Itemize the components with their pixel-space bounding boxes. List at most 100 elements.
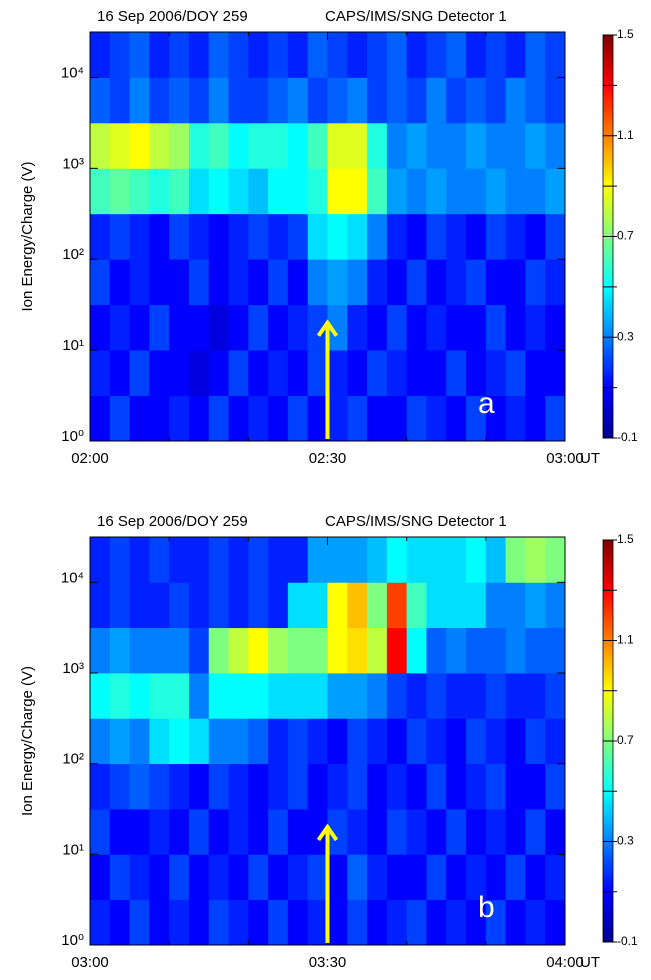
heatmap-cell [129,854,150,901]
heatmap-cell [169,395,190,442]
heatmap-cell [228,582,249,629]
heatmap-cell [525,627,546,674]
heatmap-cell [446,537,467,583]
heatmap-cell [228,899,249,946]
colorbar-tick-label: 1.1 [617,128,634,142]
heatmap-cell [208,537,229,583]
heatmap-cell [386,213,408,260]
heatmap-cell [426,395,447,442]
heatmap-cell [485,259,507,306]
heatmap-cell [406,899,427,946]
heatmap-cell [525,718,546,765]
heatmap-cell [109,213,130,260]
heatmap-cell [446,168,467,215]
heatmap-cell [466,899,487,946]
heatmap-cell [90,763,111,810]
heatmap-cell [109,718,130,765]
heatmap-cell [426,809,447,855]
heatmap-cell [169,213,190,260]
heatmap-cell [90,395,111,442]
heatmap-cell [109,304,130,351]
heatmap-cell [485,854,507,901]
heatmap-cell [248,213,269,260]
heatmap-cell [129,899,150,946]
heatmap-cell [287,854,309,901]
heatmap-cell [525,122,546,169]
heatmap-cell [485,537,507,583]
heatmap-cell [545,122,566,169]
heatmap-cell [307,627,328,674]
heatmap-cell [545,259,566,306]
heatmap-cell [545,32,566,78]
heatmap-cell [426,350,447,396]
heatmap-cell [426,122,447,169]
heatmap-cell [287,32,309,78]
heatmap-cell [109,627,130,674]
heatmap-cell [248,350,269,396]
heatmap-cell [287,213,309,260]
heatmap-cell [287,673,309,719]
heatmap-cell [228,854,249,901]
heatmap-cell [228,627,249,674]
heatmap-cell [367,582,388,629]
heatmap-cell [149,537,170,583]
heatmap-cell [505,899,526,946]
heatmap-cell [149,304,170,351]
arrow-head [316,823,339,842]
heatmap-cell [426,304,447,351]
heatmap-cell [347,854,368,901]
heatmap-cell [347,304,368,351]
heatmap-cell [525,809,546,855]
heatmap-cell [367,77,388,124]
heatmap-cell [367,259,388,306]
heatmap-cell [228,32,249,78]
heatmap-cell [90,627,111,674]
heatmap-cell [307,854,328,901]
heatmap-cell [228,763,249,810]
heatmap-cell [208,350,229,396]
heatmap-cell [90,77,111,124]
heatmap-cell [248,718,269,765]
heatmap-cell [129,673,150,719]
heatmap-cell [169,32,190,78]
heatmap-cell [446,32,467,78]
heatmap-cell [327,168,348,215]
header-left: 16 Sep 2006/DOY 259 [97,8,248,25]
heatmap-cell [248,809,269,855]
heatmap-cell [525,77,546,124]
heatmap-cell [525,899,546,946]
heatmap-cell [525,213,546,260]
x-unit-label: UT [580,450,600,467]
heatmap-cell [347,32,368,78]
heatmap-cell [109,763,130,810]
heatmap-cell [367,673,388,719]
heatmap-cell [485,395,507,442]
heatmap-cell [169,168,190,215]
heatmap-cell [525,168,546,215]
heatmap-cell [426,673,447,719]
heatmap-cell [188,582,210,629]
heatmap-cell [466,673,487,719]
heatmap-cell [188,32,210,78]
heatmap-cell [109,809,130,855]
heatmap-cell [406,582,427,629]
heatmap-cell [228,718,249,765]
heatmap-cell [248,763,269,810]
heatmap-cell [386,537,408,583]
x-tick-label: 04:00 [546,954,584,971]
heatmap-cell [228,213,249,260]
heatmap-cell [248,582,269,629]
heatmap-cell [248,395,269,442]
heatmap-cell [367,763,388,810]
colorbar-tick-label: -0.1 [617,430,638,444]
heatmap-cell [149,854,170,901]
heatmap-cell [347,627,368,674]
heatmap-cell [149,350,170,396]
heatmap-cell [446,582,467,629]
heatmap-cell [545,673,566,719]
heatmap-cell [505,259,526,306]
heatmap-cell [466,763,487,810]
heatmap-cell [228,673,249,719]
heatmap-cell [268,259,289,306]
heatmap-cell [446,304,467,351]
